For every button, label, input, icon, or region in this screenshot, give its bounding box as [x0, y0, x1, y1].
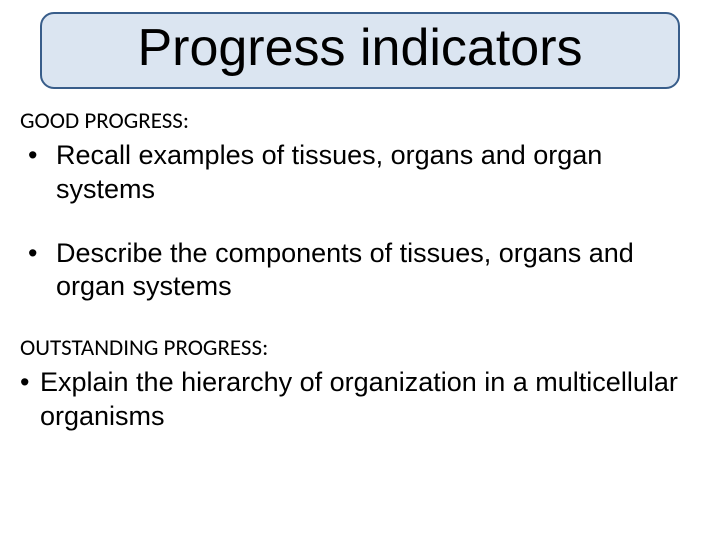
title-box: Progress indicators — [40, 12, 680, 89]
list-item: Explain the hierarchy of organization in… — [20, 366, 700, 434]
list-item: Recall examples of tissues, organs and o… — [20, 139, 700, 207]
list-item: Describe the components of tissues, orga… — [20, 237, 700, 305]
section-heading: OUTSTANDING PROGRESS: — [20, 334, 700, 362]
section-good-progress: GOOD PROGRESS: Recall examples of tissue… — [20, 107, 700, 304]
section-outstanding-progress: OUTSTANDING PROGRESS: Explain the hierar… — [20, 334, 700, 434]
bullet-list: Recall examples of tissues, organs and o… — [20, 139, 700, 304]
slide-title: Progress indicators — [72, 20, 648, 77]
section-heading: GOOD PROGRESS: — [20, 107, 700, 135]
bullet-list: Explain the hierarchy of organization in… — [20, 366, 700, 434]
